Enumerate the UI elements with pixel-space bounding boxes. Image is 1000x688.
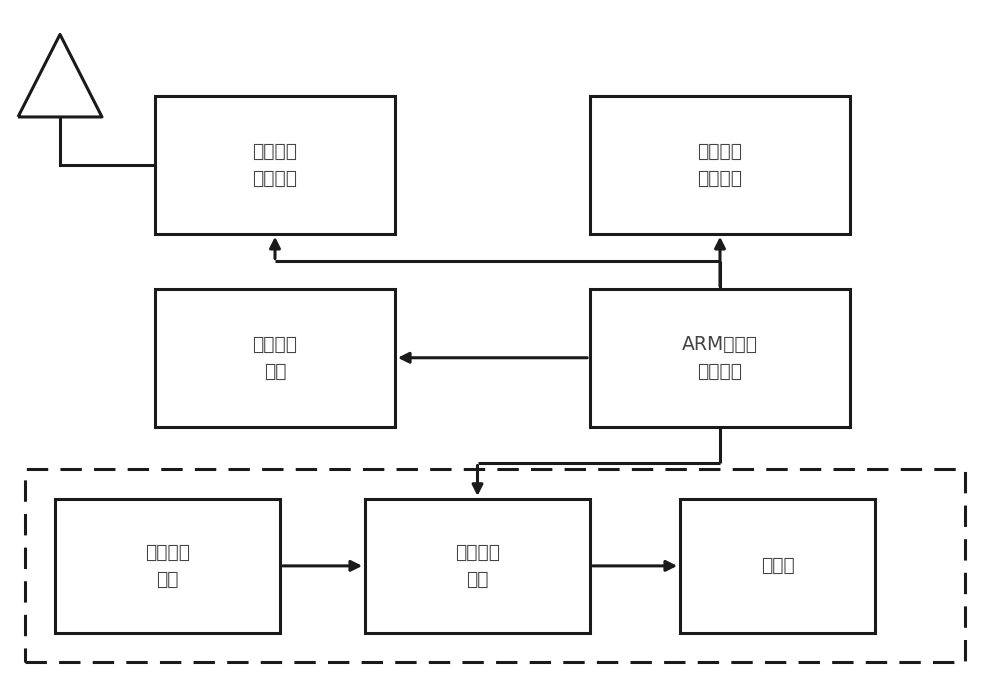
Text: 电子水阀
控制模块: 电子水阀 控制模块 xyxy=(698,142,742,188)
Bar xyxy=(590,96,850,234)
Bar xyxy=(155,96,395,234)
Bar xyxy=(590,289,850,427)
Bar xyxy=(365,499,590,633)
Text: 蓄电池: 蓄电池 xyxy=(761,557,794,575)
Text: ARM嵌入式
微处理器: ARM嵌入式 微处理器 xyxy=(682,335,758,380)
Bar xyxy=(680,499,875,633)
Text: 水流发电
模块: 水流发电 模块 xyxy=(145,543,190,589)
Bar xyxy=(155,289,395,427)
Bar xyxy=(25,469,965,662)
Bar xyxy=(55,499,280,633)
Text: 电源控制
模块: 电源控制 模块 xyxy=(455,543,500,589)
Text: 无线通讯
传输模块: 无线通讯 传输模块 xyxy=(252,142,298,188)
Text: 液晶显示
模块: 液晶显示 模块 xyxy=(252,335,298,380)
